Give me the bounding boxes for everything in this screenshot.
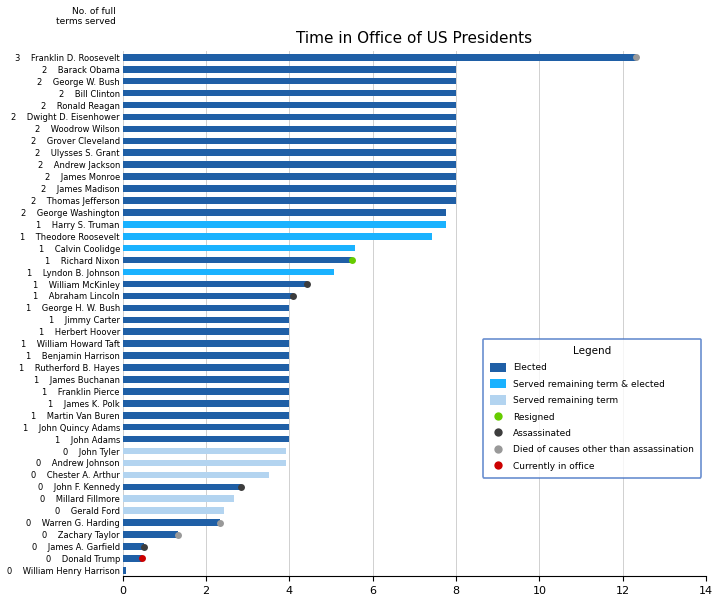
Bar	[122, 412, 289, 418]
Bar	[122, 137, 456, 144]
Bar	[122, 555, 142, 562]
Bar	[122, 233, 432, 239]
Bar	[122, 317, 289, 323]
Bar	[122, 197, 456, 204]
Bar	[122, 150, 456, 156]
Bar	[122, 484, 240, 490]
Legend: Elected, Served remaining term & elected, Served remaining term, Resigned, Assas: Elected, Served remaining term & elected…	[482, 338, 701, 478]
Bar	[122, 459, 286, 466]
Bar	[122, 436, 289, 443]
Bar	[122, 352, 289, 359]
Bar	[122, 66, 456, 72]
Bar	[122, 257, 352, 264]
Bar	[122, 185, 456, 192]
Bar	[122, 221, 446, 228]
Bar	[122, 543, 143, 550]
Title: Time in Office of US Presidents: Time in Office of US Presidents	[297, 31, 532, 46]
Bar	[122, 305, 289, 311]
Bar	[122, 54, 636, 60]
Bar	[122, 281, 307, 287]
Bar	[122, 329, 289, 335]
Bar	[122, 173, 456, 180]
Bar	[122, 125, 456, 132]
Bar	[122, 209, 446, 216]
Bar	[122, 340, 289, 347]
Text: No. of full
terms served: No. of full terms served	[56, 7, 116, 27]
Bar	[122, 245, 355, 251]
Bar	[122, 269, 334, 276]
Bar	[122, 496, 234, 502]
Bar	[122, 364, 289, 371]
Bar	[122, 424, 289, 431]
Bar	[122, 400, 289, 406]
Bar	[122, 388, 289, 395]
Bar	[122, 508, 223, 514]
Bar	[122, 531, 178, 538]
Bar	[122, 519, 220, 526]
Bar	[122, 292, 293, 299]
Bar	[122, 448, 286, 454]
Bar	[122, 567, 126, 573]
Bar	[122, 376, 289, 383]
Bar	[122, 472, 269, 478]
Bar	[122, 78, 456, 84]
Bar	[122, 114, 456, 120]
Bar	[122, 162, 456, 168]
Bar	[122, 90, 456, 96]
Bar	[122, 102, 456, 109]
